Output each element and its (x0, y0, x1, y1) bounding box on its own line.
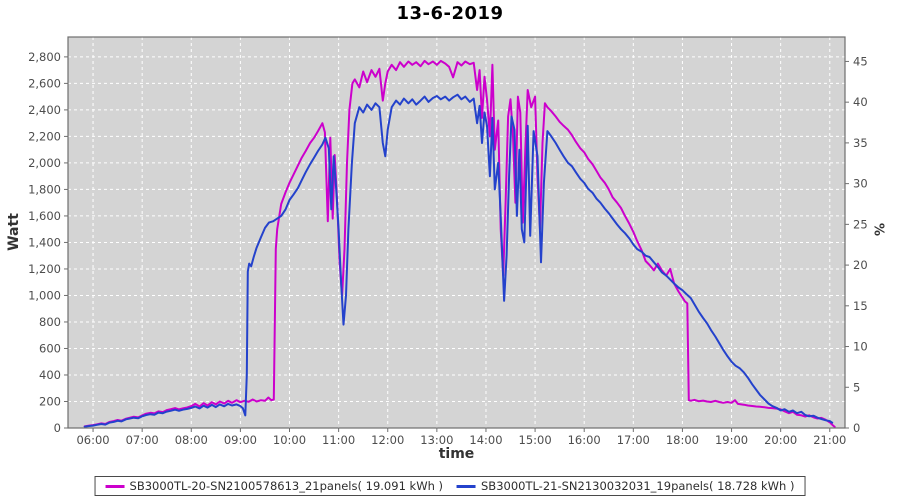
x-tick-label: 17:00 (617, 433, 650, 447)
y-tick-label: 400 (39, 368, 61, 382)
y2-tick-label: 25 (853, 217, 868, 231)
y-tick-label: 600 (39, 341, 61, 355)
y2-tick-label: 40 (853, 95, 868, 109)
y-tick-label: 1,800 (28, 182, 61, 196)
legend-item-inverter-20: SB3000TL-20-SN2100578613_21panels( 19.09… (105, 479, 443, 493)
x-tick-label: 18:00 (666, 433, 699, 447)
y2-tick-label: 20 (853, 258, 868, 272)
y-tick-label: 2,800 (28, 50, 61, 64)
y-tick-label: 0 (54, 421, 61, 435)
legend-label: SB3000TL-20-SN2100578613_21panels( 19.09… (129, 479, 443, 493)
legend-item-inverter-21: SB3000TL-21-SN2130032031_19panels( 18.72… (457, 479, 794, 493)
y-axis-label-right: % (870, 222, 886, 237)
y-tick-label: 2,000 (28, 156, 61, 170)
series-line-0 (83, 59, 836, 428)
x-tick-label: 16:00 (568, 433, 601, 447)
y-tick-label: 1,600 (28, 209, 61, 223)
y-tick-label: 1,000 (28, 288, 61, 302)
x-tick-label: 21:00 (813, 433, 846, 447)
y2-tick-label: 0 (853, 421, 860, 435)
x-tick-label: 06:00 (76, 433, 109, 447)
x-tick-label: 10:00 (273, 433, 306, 447)
y2-tick-label: 35 (853, 136, 868, 150)
legend: SB3000TL-20-SN2100578613_21panels( 19.09… (94, 476, 806, 496)
x-tick-label: 12:00 (371, 433, 404, 447)
y-tick-label: 2,600 (28, 76, 61, 90)
series-magenta-swatch (105, 484, 125, 488)
y2-tick-label: 15 (853, 299, 868, 313)
x-tick-label: 14:00 (469, 433, 502, 447)
y-tick-label: 2,200 (28, 129, 61, 143)
page-title: 13-6-2019 (396, 3, 504, 24)
x-tick-label: 11:00 (322, 433, 355, 447)
x-tick-label: 19:00 (715, 433, 748, 447)
series-blue-swatch (457, 484, 476, 488)
x-tick-label: 13:00 (420, 433, 453, 447)
x-tick-label: 09:00 (224, 433, 257, 447)
x-tick-label: 20:00 (764, 433, 797, 447)
y-axis-label-left: Watt (6, 213, 22, 251)
x-axis-label: time (438, 446, 475, 462)
y-tick-label: 800 (39, 315, 61, 329)
y2-tick-label: 30 (853, 177, 868, 191)
y-tick-label: 1,200 (28, 262, 61, 276)
legend-label: SB3000TL-21-SN2130032031_19panels( 18.72… (481, 479, 795, 493)
plot-area (68, 37, 845, 428)
x-tick-label: 15:00 (519, 433, 552, 447)
series-line-1 (83, 93, 834, 428)
y-tick-label: 2,400 (28, 103, 61, 117)
x-tick-label: 08:00 (175, 433, 208, 447)
plot-border (67, 36, 846, 429)
y-tick-label: 1,400 (28, 235, 61, 249)
y-tick-label: 200 (39, 394, 61, 408)
x-tick-label: 07:00 (126, 433, 159, 447)
y2-tick-label: 45 (853, 54, 868, 68)
y2-tick-label: 5 (853, 380, 860, 394)
y2-tick-label: 10 (853, 340, 868, 354)
